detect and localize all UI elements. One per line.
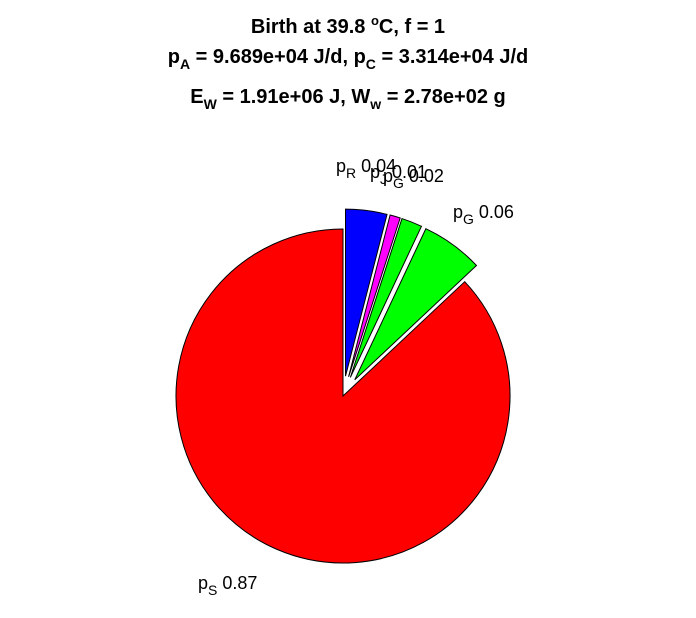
title-ew-symbol: E: [190, 86, 203, 108]
pie-slice-label-subscript-0: R: [346, 165, 356, 181]
pie-slice-label-subscript-4: S: [208, 582, 217, 598]
title-ew-subscript: W: [204, 96, 218, 112]
pie-slice-label-symbol-2: p: [383, 166, 393, 186]
title-pa-subscript: A: [180, 56, 190, 72]
title-pc-subscript: C: [366, 56, 376, 72]
pie-slice-label-symbol-3: p: [453, 202, 463, 222]
pie-slice-label-subscript-1: J: [380, 171, 387, 187]
pie-slice-4: [175, 228, 511, 564]
pie-slice-label-symbol-4: p: [198, 573, 208, 593]
title-ww-value: = 2.78e+02 g: [381, 86, 506, 108]
pie-slice-1: [348, 214, 401, 377]
pie-slice-label-0: pR 0.04: [336, 156, 396, 181]
title-line-1-suffix: C, f = 1: [379, 16, 445, 38]
pie-slice-label-3: pG 0.06: [453, 202, 514, 227]
title-line-1-sup: o: [371, 13, 379, 28]
title-ew-value: = 1.91e+06 J,: [217, 86, 352, 108]
pie-slice-label-value-3: 0.06: [474, 202, 514, 222]
chart-title: Birth at 39.8 oC, f = 1 pA = 9.689e+04 J…: [168, 13, 529, 112]
pie-slice-0: [345, 208, 388, 377]
pie-slice-label-2: pG 0.02: [383, 166, 444, 191]
pie-slice-label-value-0: 0.04: [356, 156, 396, 176]
pie-slice-label-1: pJ 0.01: [370, 162, 427, 187]
pie-slice-label-subscript-3: G: [463, 211, 474, 227]
pie-slice-label-4: pS 0.87: [198, 573, 257, 598]
title-line-1: Birth at 39.8 oC, f = 1: [251, 13, 445, 38]
pie-slice-2: [349, 217, 423, 378]
title-line-3: EW = 1.91e+06 J, Ww = 2.78e+02 g: [190, 86, 505, 112]
title-ww-symbol: W: [351, 86, 370, 108]
pie-slice-label-subscript-2: G: [393, 175, 404, 191]
title-pa-value: = 9.689e+04 J/d,: [190, 46, 353, 68]
title-pc-value: = 3.314e+04 J/d: [376, 46, 528, 68]
pie-slice-label-value-2: 0.02: [404, 166, 444, 186]
title-pa-symbol: p: [168, 46, 180, 68]
title-pc-symbol: p: [354, 46, 366, 68]
pie-slice-3: [354, 228, 478, 381]
pie-slice-label-value-4: 0.87: [217, 573, 257, 593]
pie-slice-label-symbol-1: p: [370, 162, 380, 182]
pie-slice-label-symbol-0: p: [336, 156, 346, 176]
pie-slices: [175, 208, 511, 564]
title-line-2: pA = 9.689e+04 J/d, pC = 3.314e+04 J/d: [168, 46, 529, 72]
pie-slice-label-value-1: 0.01: [387, 162, 427, 182]
title-ww-subscript: w: [369, 96, 381, 112]
title-line-1-prefix: Birth at 39.8: [251, 16, 371, 38]
